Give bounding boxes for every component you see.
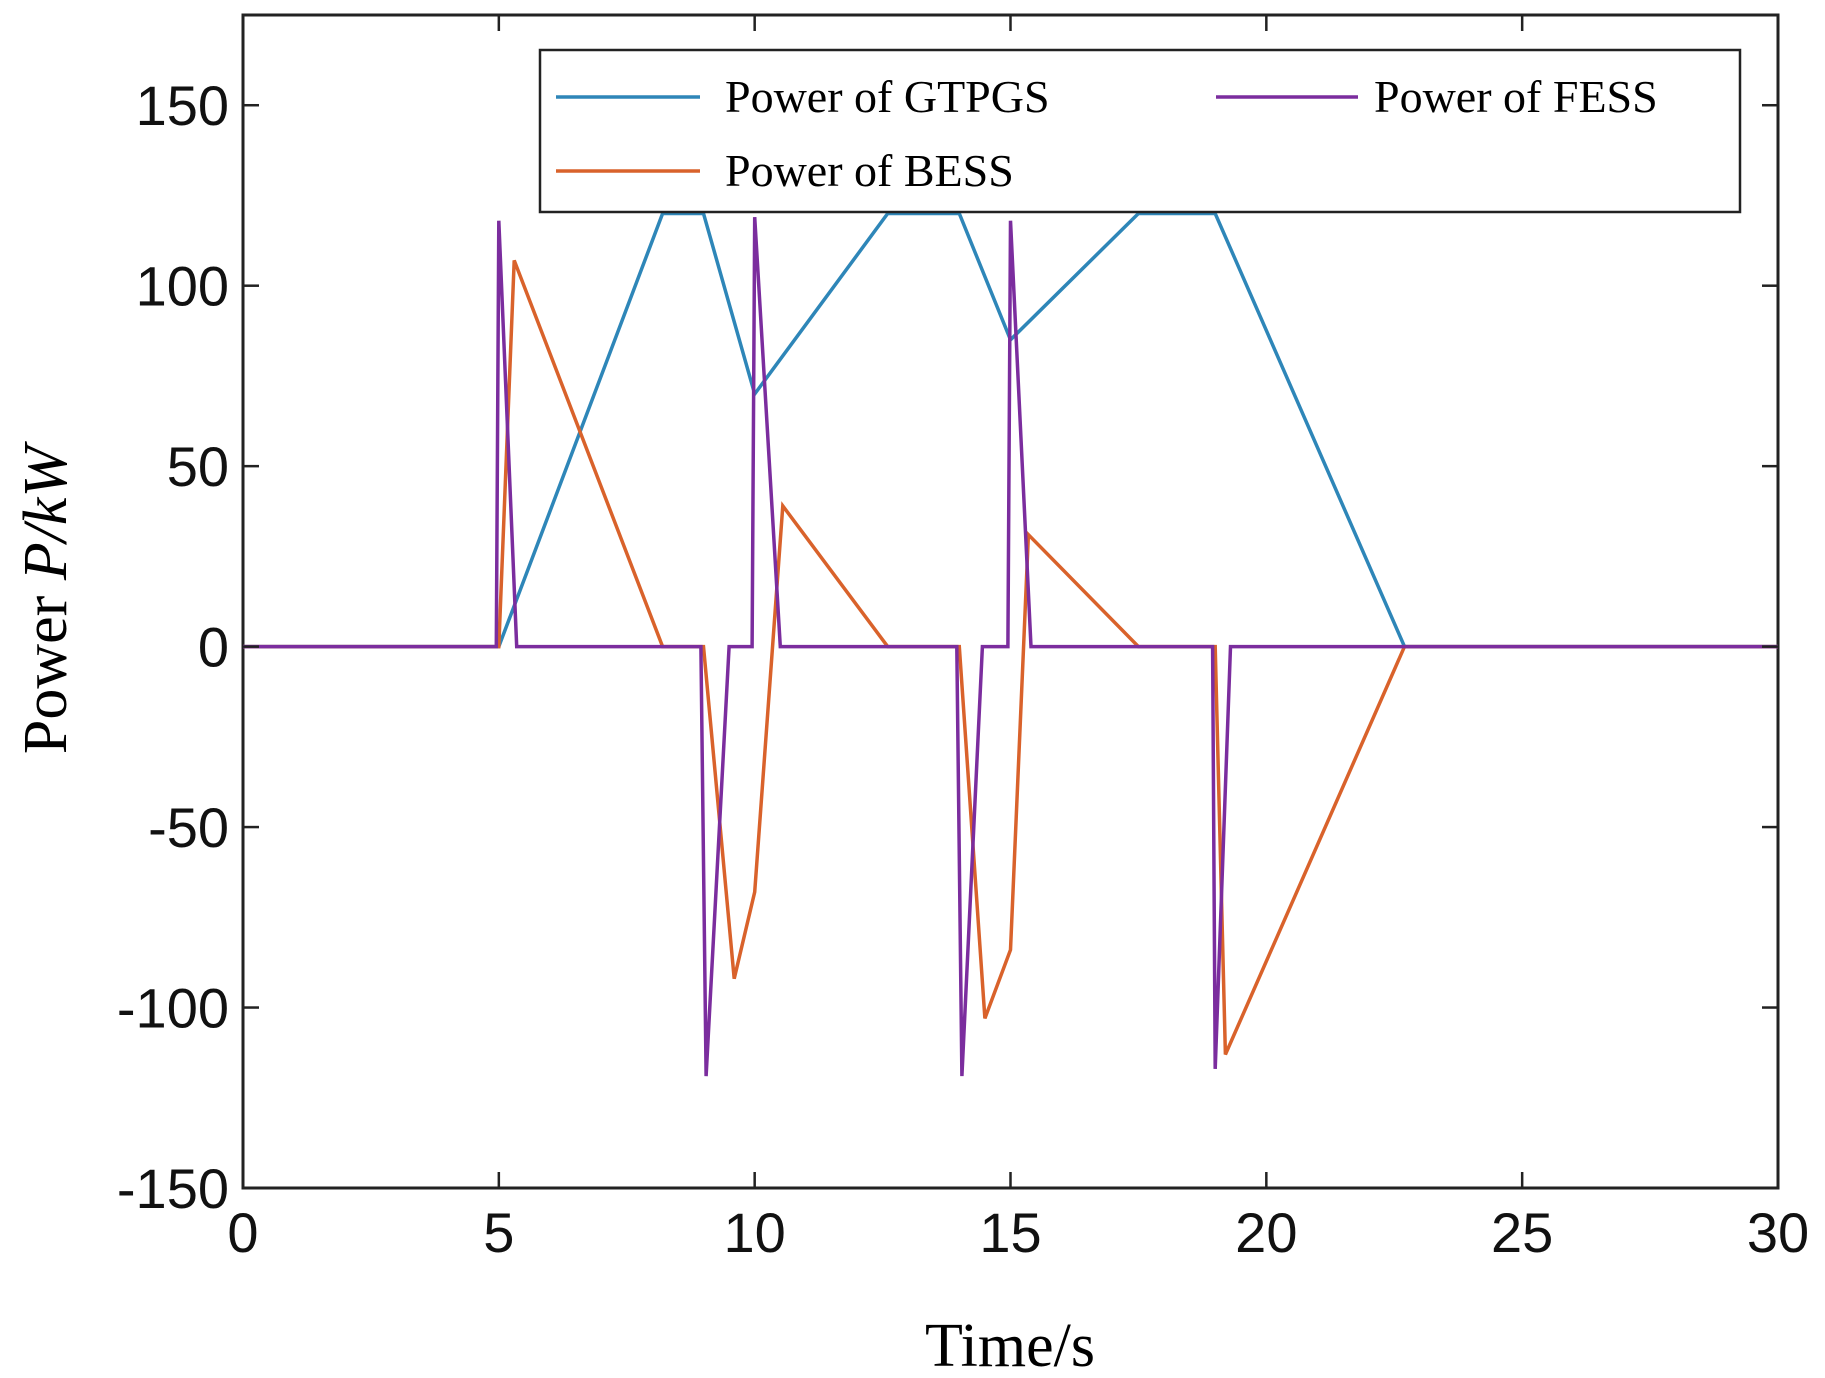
y-axis-label-prefix: Power [12, 580, 80, 754]
series-line-gtpgs [243, 211, 1778, 649]
x-tick-label: 20 [1235, 1201, 1297, 1264]
x-tick-label: 5 [483, 1201, 514, 1264]
series-layer [243, 211, 1778, 1077]
x-tick-label: 30 [1747, 1201, 1809, 1264]
y-axis-label-symbol: P/kW [12, 441, 80, 582]
y-tick-label: -100 [117, 977, 229, 1040]
x-tick-label: 25 [1491, 1201, 1553, 1264]
y-tick-label: 50 [167, 435, 229, 498]
y-tick-label: 100 [136, 255, 229, 318]
legend-label-gtpgs: Power of GTPGS [725, 71, 1050, 122]
y-tick-label: -150 [117, 1157, 229, 1220]
y-axis-label: Power P/kW [12, 441, 80, 755]
x-tick-label: 0 [227, 1201, 258, 1264]
legend-box [538, 48, 1742, 214]
x-tick-label: 15 [979, 1201, 1041, 1264]
y-tick-label: 0 [198, 616, 229, 679]
legend: Power of GTPGS Power of FESS Power of BE… [538, 48, 1742, 214]
x-tick-label: 10 [724, 1201, 786, 1264]
legend-label-fess: Power of FESS [1374, 71, 1658, 122]
y-tick-label: -50 [148, 796, 229, 859]
legend-label-bess: Power of BESS [725, 145, 1014, 196]
tick-layer: 0 5 10 15 20 25 30 -150 -100 -50 0 50 100 150 [117, 15, 1809, 1264]
y-tick-label: 150 [136, 74, 229, 137]
series-line-fess [243, 216, 1778, 1077]
x-axis-label: Time/s [925, 1312, 1095, 1378]
